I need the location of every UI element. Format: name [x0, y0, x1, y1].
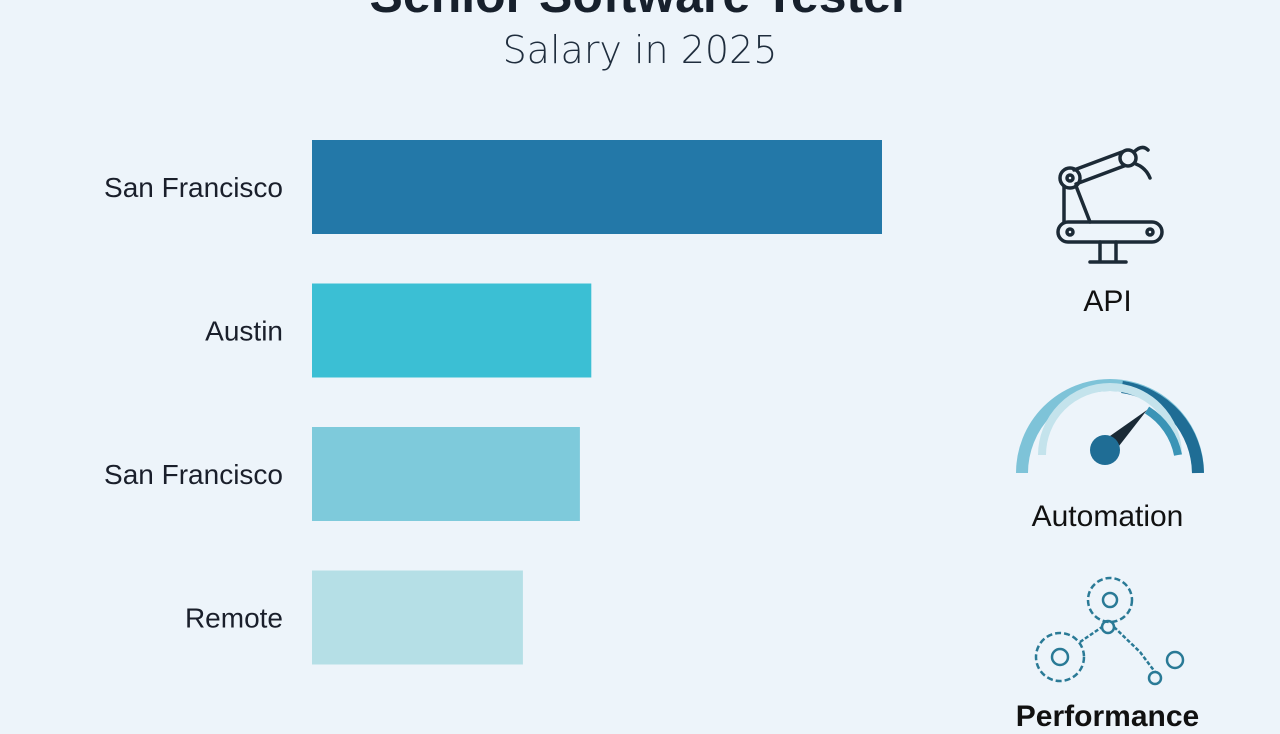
speedometer-icon	[1016, 379, 1204, 474]
category-label: Austin	[205, 316, 283, 347]
bar-2	[312, 427, 580, 521]
chart-title: Senior Software Tester	[0, 0, 1280, 24]
bar-chart: San Francisco Austin San Francisco Remote	[104, 140, 882, 665]
side-label-api: API	[1083, 285, 1132, 318]
robot-arm-icon	[1056, 145, 1164, 264]
category-label: San Francisco	[104, 459, 283, 490]
side-label-performance: Performance	[1015, 700, 1200, 733]
bar-1	[312, 283, 592, 378]
gears-icon	[1034, 576, 1185, 686]
category-label: Remote	[185, 603, 283, 634]
side-label-automation: Automation	[1031, 500, 1184, 533]
bar-0	[312, 140, 882, 234]
chart-subtitle: Salary in 2025	[502, 28, 778, 72]
category-label: San Francisco	[104, 172, 283, 203]
bar-3	[312, 570, 523, 665]
